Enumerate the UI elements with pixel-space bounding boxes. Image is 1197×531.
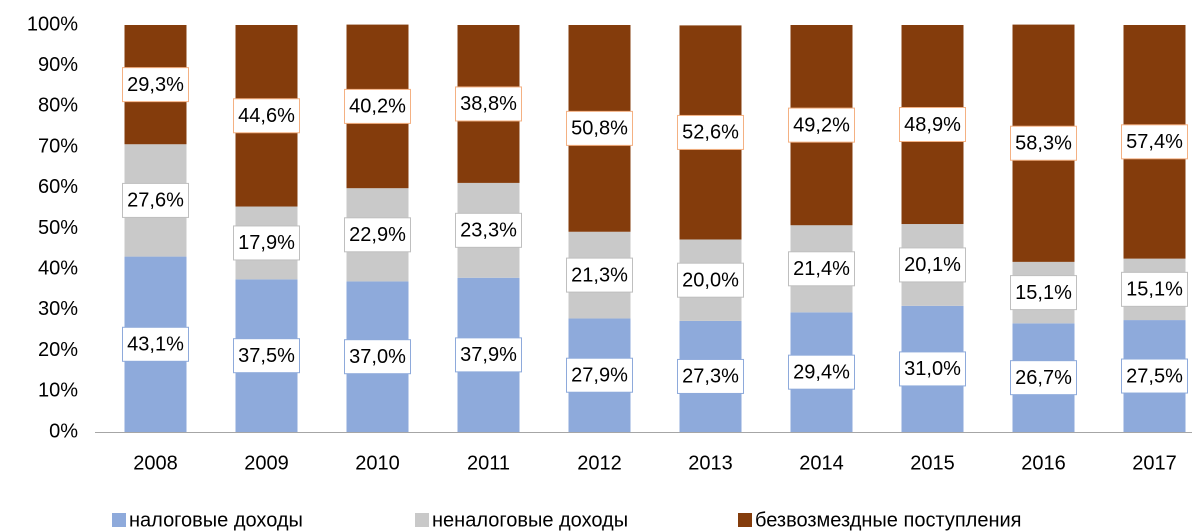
data-label-box [1010, 125, 1077, 161]
data-label-box [455, 337, 522, 373]
data-label: 20,1% [904, 254, 961, 276]
data-label-box [566, 357, 633, 393]
y-tick-label: 50% [38, 217, 78, 239]
data-label: 27,5% [1126, 365, 1183, 387]
legend-label: безвозмездные поступления [755, 509, 1022, 531]
data-label-box [344, 88, 411, 124]
data-label-box [899, 107, 966, 143]
y-tick-label: 30% [38, 298, 78, 320]
y-tick-label: 0% [49, 420, 78, 442]
data-label: 50,8% [571, 118, 628, 140]
data-label-box [1121, 124, 1188, 160]
data-label-box [677, 262, 744, 298]
data-label: 43,1% [127, 334, 184, 356]
data-label: 15,1% [1126, 279, 1183, 301]
data-label: 15,1% [1015, 282, 1072, 304]
legend-swatch [415, 513, 429, 527]
data-label: 44,6% [238, 105, 295, 127]
data-label-box [122, 182, 189, 218]
data-label: 58,3% [1015, 133, 1072, 155]
data-label-box [122, 67, 189, 103]
data-label: 20,0% [682, 269, 739, 291]
data-label-box [1010, 360, 1077, 396]
data-label: 31,0% [904, 358, 961, 380]
data-label: 52,6% [682, 122, 739, 144]
legend-swatch [112, 513, 126, 527]
x-tick-label: 2009 [244, 452, 289, 474]
data-label: 38,8% [460, 93, 517, 115]
data-label: 27,9% [571, 365, 628, 387]
y-tick-label: 90% [38, 54, 78, 76]
data-label: 40,2% [349, 96, 406, 118]
data-label: 23,3% [460, 220, 517, 242]
data-label-box [1121, 358, 1188, 394]
data-label: 17,9% [238, 232, 295, 254]
x-tick-label: 2017 [1132, 452, 1177, 474]
legend-swatch [738, 513, 752, 527]
data-label: 37,5% [238, 345, 295, 367]
data-label-box [233, 225, 300, 261]
y-tick-label: 70% [38, 135, 78, 157]
data-label-box [455, 212, 522, 248]
y-tick-label: 40% [38, 257, 78, 279]
data-label: 49,2% [793, 114, 850, 136]
data-label-box [233, 338, 300, 374]
data-label: 48,9% [904, 114, 961, 136]
data-label: 29,4% [793, 361, 850, 383]
data-label-box [899, 247, 966, 283]
data-label-box [677, 114, 744, 150]
data-label-box [899, 351, 966, 387]
x-tick-label: 2012 [577, 452, 622, 474]
data-label-box [788, 354, 855, 390]
y-tick-label: 10% [38, 380, 78, 402]
data-label: 29,3% [127, 74, 184, 96]
data-label: 57,4% [1126, 131, 1183, 153]
data-label-box [566, 257, 633, 293]
data-label-box [344, 339, 411, 375]
data-label-box [1010, 275, 1077, 311]
y-tick-label: 60% [38, 176, 78, 198]
legend-label: неналоговые доходы [432, 509, 628, 531]
data-label-box [455, 86, 522, 122]
y-tick-label: 20% [38, 339, 78, 361]
data-label: 22,9% [349, 224, 406, 246]
x-tick-label: 2008 [133, 452, 178, 474]
x-tick-label: 2010 [355, 452, 400, 474]
x-tick-label: 2013 [688, 452, 733, 474]
x-tick-label: 2014 [799, 452, 844, 474]
data-label: 37,9% [460, 344, 517, 366]
legend-label: налоговые доходы [129, 509, 303, 531]
data-label: 26,7% [1015, 367, 1072, 389]
data-label: 37,0% [349, 346, 406, 368]
data-label-box [1121, 271, 1188, 307]
data-label-box [233, 98, 300, 134]
data-label: 21,4% [793, 258, 850, 280]
data-label: 27,3% [682, 366, 739, 388]
data-label-box [677, 358, 744, 394]
y-tick-label: 80% [38, 95, 78, 117]
y-tick-label: 100% [27, 13, 78, 35]
data-label: 27,6% [127, 190, 184, 212]
data-label: 21,3% [571, 264, 628, 286]
data-label-box [788, 251, 855, 287]
x-tick-label: 2015 [910, 452, 955, 474]
x-tick-label: 2016 [1021, 452, 1066, 474]
data-label-box [344, 217, 411, 253]
data-label-box [122, 326, 189, 362]
x-tick-label: 2011 [467, 452, 510, 474]
data-label-box [788, 107, 855, 143]
data-label-box [566, 110, 633, 146]
